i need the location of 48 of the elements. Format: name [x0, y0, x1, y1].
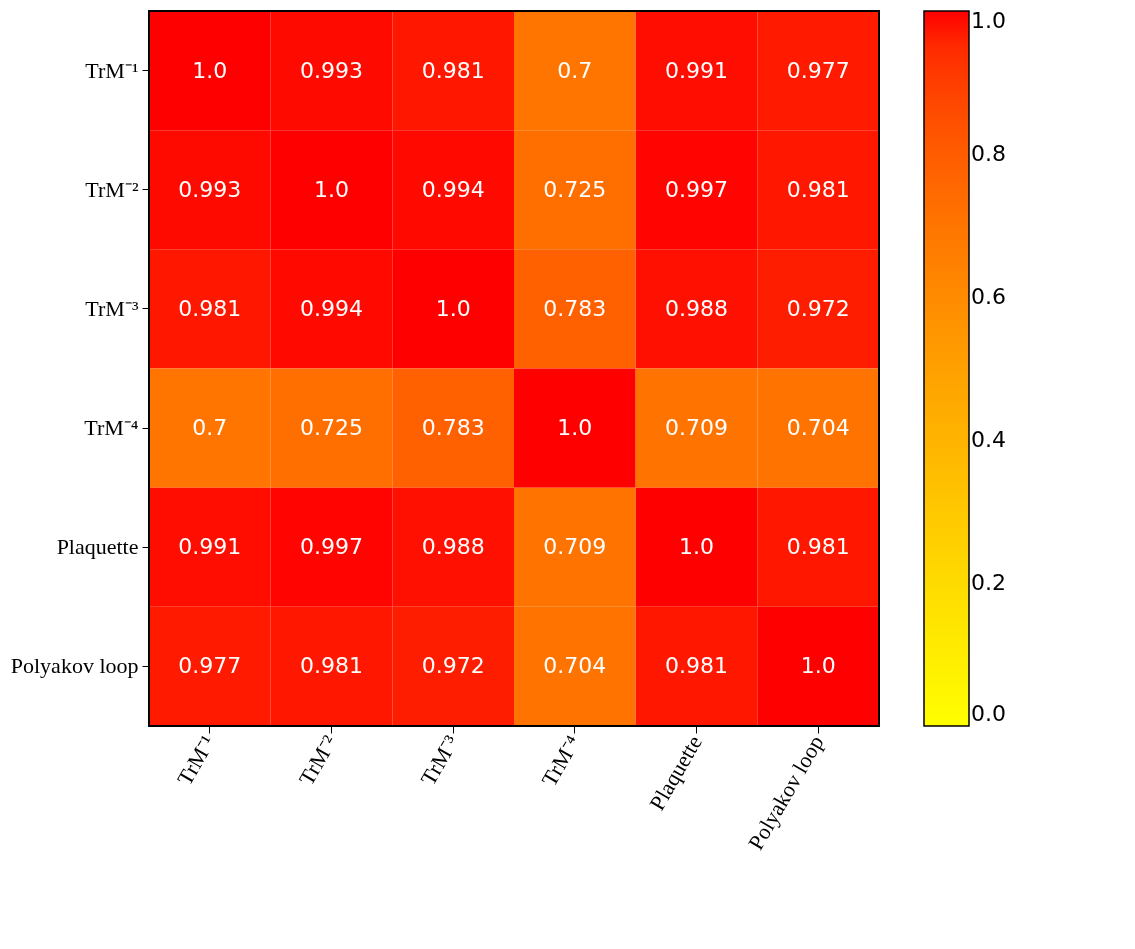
data-label: 1.0: [679, 534, 714, 560]
y-tick-label: TrM⁻³: [85, 295, 139, 321]
data-label: 0.972: [421, 653, 485, 679]
data-label: 0.725: [300, 415, 363, 441]
data-label: 1.0: [800, 653, 836, 679]
data-label: 0.993: [178, 176, 242, 202]
data-label: 0.981: [300, 653, 363, 679]
y-tick-label: TrM⁻¹: [85, 57, 139, 83]
data-label: 0.981: [421, 57, 485, 83]
data-label: 0.783: [543, 295, 607, 321]
data-label: 0.988: [421, 534, 485, 560]
data-label: 0.704: [786, 415, 850, 441]
data-label: 0.783: [421, 415, 485, 441]
data-label: 0.981: [786, 534, 850, 560]
data-label: 0.988: [665, 295, 728, 321]
data-label: 0.725: [543, 176, 607, 202]
data-label: 1.0: [557, 415, 593, 441]
data-label: 0.994: [300, 295, 363, 321]
data-label: 0.977: [178, 653, 242, 679]
data-label: 0.981: [665, 653, 728, 679]
data-label: 1.0: [192, 57, 228, 83]
data-label: 0.972: [786, 295, 850, 321]
color-bar-label: 0.0: [971, 701, 1006, 726]
data-label: 0.991: [178, 534, 242, 560]
color-bar-label: 0.8: [971, 141, 1006, 166]
data-label: 0.977: [786, 57, 850, 83]
data-label: 0.993: [300, 57, 363, 83]
data-label: 1.0: [435, 295, 471, 321]
data-label: 0.7: [557, 57, 593, 83]
y-tick-label: TrM⁻⁴: [84, 415, 139, 441]
data-label: 0.981: [178, 295, 242, 321]
data-label: 0.994: [421, 176, 485, 202]
data-label: 0.709: [543, 534, 607, 560]
data-label: 0.991: [665, 57, 728, 83]
color-bar-label: 0.4: [971, 427, 1006, 452]
data-label: 1.0: [314, 176, 349, 202]
data-label: 0.7: [192, 415, 228, 441]
color-bar-label: 0.6: [971, 284, 1006, 309]
data-label: 0.981: [786, 176, 850, 202]
color-bar-label: 1.0: [971, 8, 1006, 33]
y-tick-label: Plaquette: [56, 534, 139, 560]
data-label: 0.704: [543, 653, 607, 679]
color-bar-label: 0.2: [971, 570, 1006, 595]
y-tick-label: Polyakov loop: [10, 653, 139, 679]
data-label: 0.997: [300, 534, 363, 560]
y-tick-label: TrM⁻²: [85, 176, 139, 202]
data-label: 0.997: [665, 176, 728, 202]
data-label: 0.709: [665, 415, 728, 441]
